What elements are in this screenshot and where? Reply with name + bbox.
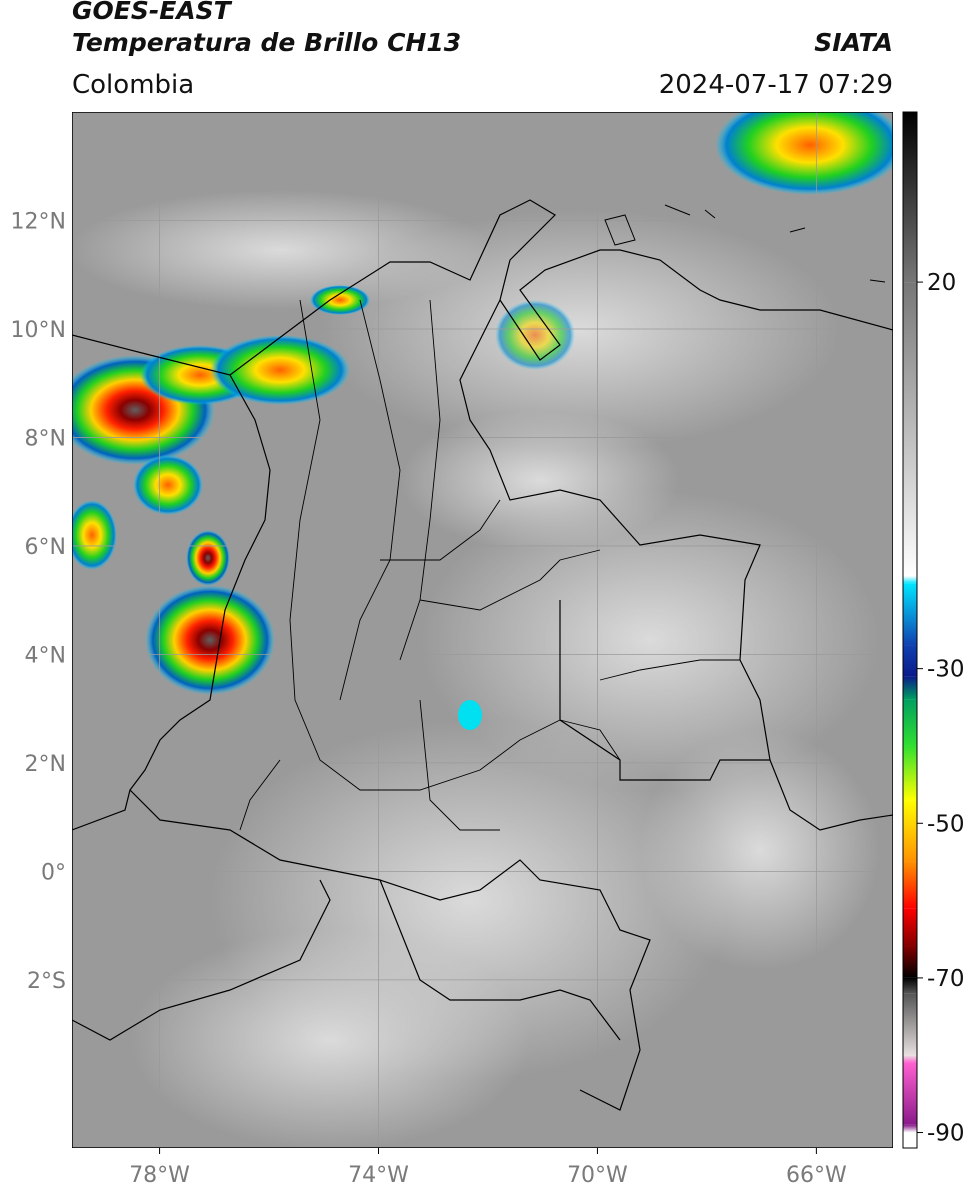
- storm-cell: [72, 500, 117, 570]
- longitude-labels: 78°W 74°W 70°W 66°W: [129, 1148, 847, 1188]
- south-america-coast: [72, 879, 331, 1041]
- satellite-title: GOES-EAST: [72, 0, 231, 25]
- storm-cell: [715, 112, 893, 195]
- colorbar-tick-label: -30: [927, 657, 965, 683]
- storm-cell: [133, 455, 203, 515]
- colorbar-segment: [903, 282, 917, 576]
- interior-boundaries: [239, 299, 740, 831]
- venezuela-border: [459, 299, 893, 831]
- lat-tick-label: 12°N: [11, 209, 66, 234]
- lat-tick-label: 2°S: [27, 969, 66, 994]
- colorbar-segment: [903, 699, 917, 746]
- lat-tick-label: 10°N: [11, 318, 66, 343]
- colorbar-tick-label: 20: [927, 270, 956, 296]
- lon-tick-label: 66°W: [786, 1163, 847, 1188]
- peru-border: [379, 879, 621, 1041]
- ecuador-peru-border: [129, 789, 651, 1111]
- colorbar-segment: [903, 583, 917, 646]
- colorbar-tick-label: -70: [927, 966, 965, 992]
- cloud-field: [72, 190, 880, 1148]
- colorbar-segment: [903, 1124, 917, 1133]
- lat-tick-label: 6°N: [25, 535, 66, 560]
- latitude-labels: 12°N 10°N 8°N 6°N 4°N 2°N 0° 2°S: [11, 209, 66, 993]
- colorbar-segment: [903, 946, 917, 978]
- colorbar-segment: [903, 575, 917, 584]
- region-label: Colombia: [72, 70, 195, 100]
- colorbar-segment: [903, 676, 917, 700]
- lat-tick-label: 8°N: [25, 426, 66, 451]
- colorbar-segment: [903, 800, 917, 862]
- lat-tick-label: 4°N: [25, 643, 66, 668]
- lon-tick-label: 70°W: [567, 1163, 628, 1188]
- storm-cell: [145, 585, 275, 695]
- colorbar-segment: [903, 1055, 917, 1063]
- storm-cell: [186, 530, 230, 586]
- colorbar-segment: [903, 908, 917, 947]
- colorbar-segment: [903, 745, 917, 801]
- colorbar-segment: [903, 1132, 917, 1148]
- colorbar-segment: [903, 993, 917, 1056]
- source-label: SIATA: [814, 28, 893, 57]
- storm-cell: [495, 300, 575, 370]
- product-title: Temperatura de Brillo CH13: [72, 28, 462, 57]
- lon-tick-label: 74°W: [348, 1163, 409, 1188]
- colorbar-segment: [903, 112, 917, 283]
- brazil-border: [559, 600, 770, 781]
- colorbar-segment: [903, 977, 917, 994]
- lat-tick-label: 2°N: [25, 752, 66, 777]
- colorbar-frame: [902, 111, 918, 1149]
- storm-cells: [72, 112, 893, 730]
- island-outlines: [604, 204, 886, 283]
- colorbar: 20 -30 -50 -70 -90: [902, 111, 965, 1149]
- gridlines: [72, 112, 893, 1148]
- colorbar-tick-label: -50: [927, 811, 965, 837]
- colorbar-segment: [903, 645, 917, 677]
- colorbar-segment: [903, 861, 917, 909]
- lat-tick-label: 0°: [41, 860, 66, 885]
- boundaries: [72, 199, 893, 1111]
- datetime-label: 2024-07-17 07:29: [658, 70, 893, 100]
- lon-tick-label: 78°W: [129, 1163, 190, 1188]
- colorbar-segment: [903, 1062, 917, 1125]
- storm-cell: [210, 335, 350, 405]
- colorbar-tick-label: -90: [927, 1121, 965, 1147]
- storm-cell: [310, 285, 370, 315]
- storm-cell: [458, 700, 482, 730]
